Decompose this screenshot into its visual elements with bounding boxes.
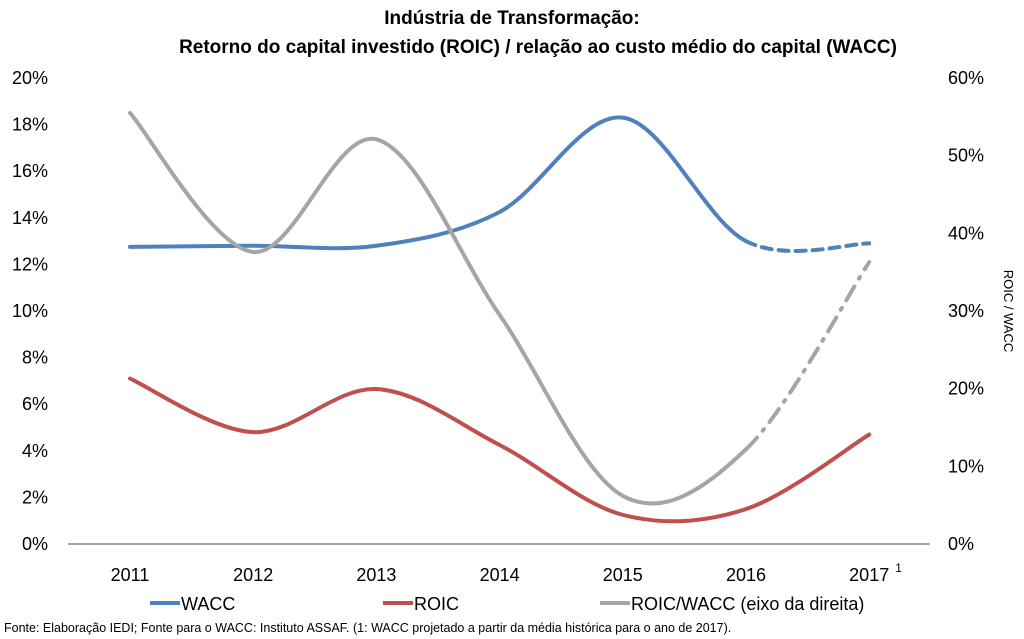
left-tick-label: 2% xyxy=(22,487,48,507)
right-tick-label: 60% xyxy=(948,68,984,88)
legend-label: ROIC/WACC (eixo da direita) xyxy=(631,594,864,614)
left-tick-label: 16% xyxy=(12,161,48,181)
legend-label: WACC xyxy=(181,594,235,614)
series-projected-wacc xyxy=(744,239,872,253)
left-tick-label: 4% xyxy=(22,441,48,461)
x-tick-label: 2015 xyxy=(603,565,643,585)
right-tick-label: 0% xyxy=(948,534,974,554)
chart-subtitle: Retorno do capital investido (ROIC) / re… xyxy=(179,37,897,58)
x-tick-label: 2014 xyxy=(480,565,520,585)
right-axis-label: ROIC / WACC xyxy=(1001,270,1016,353)
legend: WACC ROIC ROIC/WACC (eixo da direita) xyxy=(150,594,864,614)
left-tick-label: 10% xyxy=(12,301,48,321)
left-axis: 0% 2% 4% 6% 8% 10% 12% 14% 16% 18% 20% xyxy=(12,68,48,554)
source-note: Fonte: Elaboração IEDI; Fonte para o WAC… xyxy=(4,621,731,635)
x-tick-label: 2017 xyxy=(849,565,889,585)
left-tick-label: 12% xyxy=(12,254,48,274)
left-tick-label: 6% xyxy=(22,394,48,414)
right-tick-label: 10% xyxy=(948,456,984,476)
legend-label: ROIC xyxy=(414,594,459,614)
series-line-roic xyxy=(128,376,872,524)
right-tick-label: 20% xyxy=(948,379,984,399)
left-tick-label: 0% xyxy=(22,534,48,554)
right-axis: 0% 10% 20% 30% 40% 50% 60% xyxy=(948,68,984,554)
left-tick-label: 14% xyxy=(12,208,48,228)
left-tick-label: 18% xyxy=(12,115,48,135)
left-tick-label: 8% xyxy=(22,348,48,368)
right-tick-label: 50% xyxy=(948,146,984,166)
right-tick-label: 30% xyxy=(948,301,984,321)
x-tick-label: 2011 xyxy=(111,565,150,585)
right-tick-label: 40% xyxy=(948,223,984,243)
x-tick-footnote-marker: 1 xyxy=(895,561,902,575)
x-tick-label: 2016 xyxy=(726,565,766,585)
chart-title: Indústria de Transformação: xyxy=(384,8,640,29)
x-tick-label: 2013 xyxy=(356,565,396,585)
left-tick-label: 20% xyxy=(12,68,48,88)
plot-area xyxy=(128,110,872,524)
series-line-wacc xyxy=(128,115,748,251)
series-line-roic-wacc-eixo-da-direita xyxy=(128,110,748,506)
series-projected-roic-wacc-eixo-da-direita xyxy=(744,260,872,452)
x-axis: 2011 2012 2013 2014 2015 2016 2017 1 xyxy=(111,561,903,585)
x-tick-label: 2012 xyxy=(233,565,273,585)
